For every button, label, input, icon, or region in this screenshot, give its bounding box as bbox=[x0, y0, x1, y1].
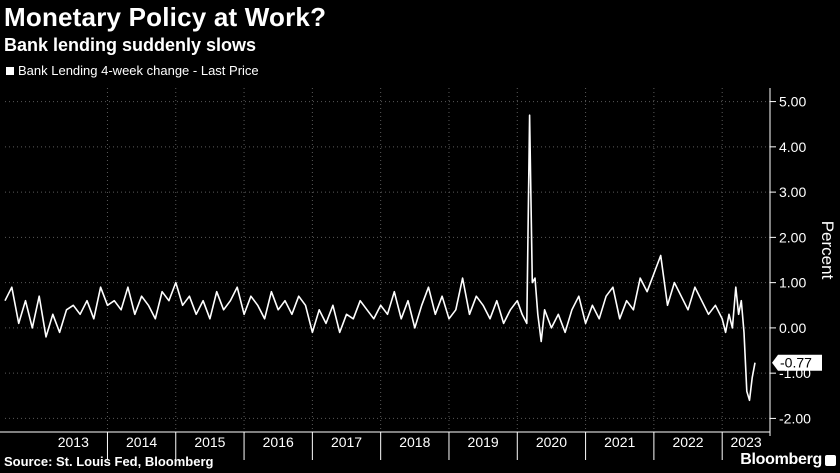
legend-label: Bank Lending 4-week change - Last Price bbox=[18, 63, 259, 78]
y-tick-label: 3.00 bbox=[779, 184, 806, 200]
x-tick-label: 2023 bbox=[731, 434, 762, 450]
legend-swatch bbox=[6, 66, 14, 75]
bloomberg-chart-icon bbox=[825, 455, 836, 466]
y-axis-title: Percent bbox=[818, 221, 837, 280]
last-value-badge bbox=[772, 354, 822, 371]
brand-logo: Bloomberg bbox=[740, 451, 822, 468]
source-note: Source: St. Louis Fed, Bloomberg bbox=[4, 454, 214, 469]
legend: Bank Lending 4-week change - Last Price bbox=[6, 63, 259, 78]
y-tick-label: 0.00 bbox=[779, 320, 806, 336]
x-tick-label: 2019 bbox=[468, 434, 499, 450]
x-tick-label: 2021 bbox=[604, 434, 635, 450]
x-tick-label: 2018 bbox=[399, 434, 430, 450]
chart-title: Monetary Policy at Work? bbox=[4, 2, 327, 32]
x-tick-label: 2015 bbox=[194, 434, 225, 450]
x-tick-label: 2014 bbox=[126, 434, 157, 450]
x-tick-label: 2013 bbox=[58, 434, 89, 450]
y-tick-label: 2.00 bbox=[779, 229, 806, 245]
series-line bbox=[4, 114, 756, 402]
x-tick-label: 2016 bbox=[263, 434, 294, 450]
last-value-label: -0.77 bbox=[780, 355, 812, 371]
y-tick-label: 5.00 bbox=[779, 94, 806, 110]
y-tick-label: -2.00 bbox=[779, 410, 811, 426]
x-tick-label: 2022 bbox=[672, 434, 703, 450]
y-tick-label: 1.00 bbox=[779, 275, 806, 291]
x-tick-label: 2020 bbox=[536, 434, 567, 450]
chart-subtitle: Bank lending suddenly slows bbox=[4, 35, 257, 55]
x-tick-label: 2017 bbox=[331, 434, 362, 450]
y-tick-label: 4.00 bbox=[779, 139, 806, 155]
